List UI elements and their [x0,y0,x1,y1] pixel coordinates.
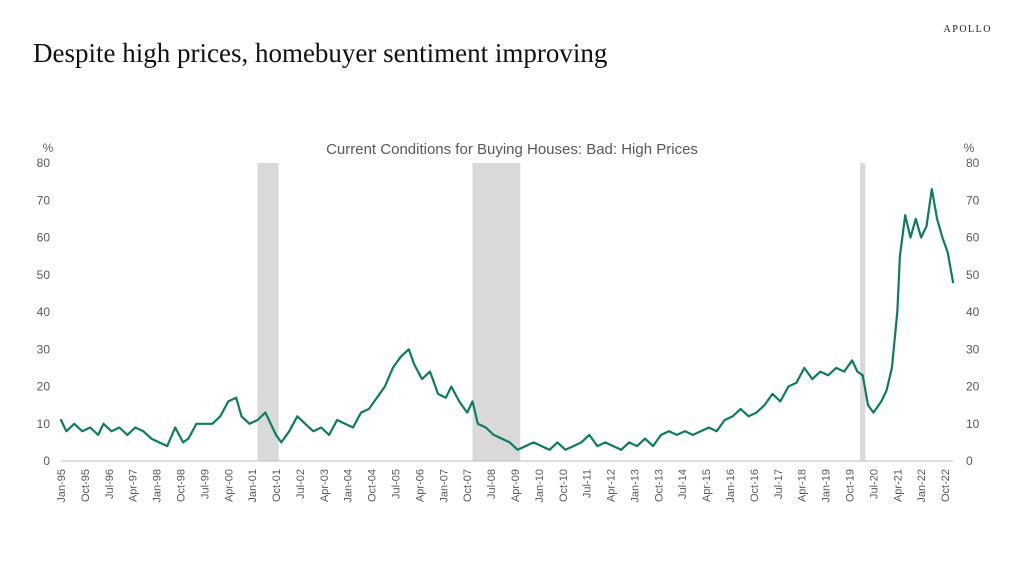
x-tick-label: Jul-17 [773,469,785,499]
y-tick-label: 70 [966,193,980,207]
x-tick-label: Apr-15 [701,469,713,502]
x-tick-label: Oct-98 [175,469,187,502]
brand-logo: APOLLO [943,24,992,35]
x-tick-label: Jul-14 [677,469,689,499]
x-tick-label: Jul-02 [295,469,307,499]
x-tick-label: Jan-19 [821,469,833,503]
x-tick-label: Jan-10 [534,469,546,503]
y-tick-label: 10 [37,417,51,431]
recession-band [472,163,521,461]
y-tick-label: 0 [966,454,973,468]
x-tick-label: Jan-04 [343,469,355,503]
series-layer [59,188,955,451]
x-tick-label: Jan-13 [629,469,641,503]
x-tick-label: Jul-99 [199,469,211,499]
chart-title: Current Conditions for Buying Houses: Ba… [326,141,698,158]
recession-band [257,163,279,461]
x-tick-label: Oct-19 [844,469,856,502]
y-tick-label: 80 [966,156,980,170]
x-tick-label: Jan-95 [56,469,68,503]
x-tick-label: Jul-20 [868,469,880,499]
y-tick-label: 10 [966,417,980,431]
y-tick-label: 20 [966,380,980,394]
recession-shading [257,163,866,461]
y-tick-label: 40 [966,305,980,319]
y-tick-label: 0 [43,454,50,468]
page-title: Despite high prices, homebuyer sentiment… [33,38,608,68]
x-tick-label: Apr-09 [510,469,522,502]
x-tick-label: Apr-18 [797,469,809,502]
y-tick-label: 50 [966,268,980,282]
x-tick-label: Oct-01 [271,469,283,502]
x-tick-label: Oct-13 [653,469,665,502]
x-tick-label: Jul-11 [582,469,594,498]
x-axis: Jan-95 Oct-95 Jul-96 Apr-97 Jan-98 Oct-98 Jul-… [56,460,953,503]
x-tick-label: Oct-10 [558,469,570,502]
x-tick-label: Apr-21 [892,469,904,502]
x-tick-label: Apr-06 [414,469,426,502]
x-tick-label: Oct-04 [367,469,379,502]
x-tick-label: Jan-16 [725,469,737,503]
x-tick-label: Jul-08 [486,469,498,499]
y-tick-label: 40 [37,305,51,319]
x-tick-label: Oct-95 [80,469,92,502]
x-tick-label: Apr-00 [223,469,235,502]
x-tick-label: Apr-03 [319,469,331,502]
y-tick-label: 50 [37,268,51,282]
y-tick-label: 60 [37,231,51,245]
x-tick-label: Jan-07 [438,469,450,503]
x-tick-label: Jul-05 [391,469,403,499]
x-tick-label: Jan-01 [247,469,259,503]
y-unit-right: % [964,141,975,155]
y-tick-label: 30 [37,342,51,356]
y-tick-label: 30 [966,342,980,356]
y-tick-label: 60 [966,231,980,245]
series-line [59,188,955,451]
y-tick-label: 70 [37,193,51,207]
x-tick-label: Oct-07 [462,469,474,502]
x-tick-label: Oct-22 [940,469,952,502]
recession-band [860,163,866,461]
x-tick-label: Jan-22 [916,469,928,503]
y-axis-left: 0 10 20 30 40 50 60 70 80 [37,156,51,468]
y-tick-label: 80 [37,156,51,170]
x-tick-label: Jul-96 [104,469,116,499]
x-tick-label: Jan-98 [152,469,164,503]
y-unit-left: % [43,141,54,155]
x-tick-label: Apr-97 [128,469,140,502]
y-axis-right: 0 10 20 30 40 50 60 70 80 [966,156,980,468]
x-tick-label: Oct-16 [749,469,761,502]
y-tick-label: 20 [37,380,51,394]
x-tick-label: Apr-12 [606,469,618,502]
